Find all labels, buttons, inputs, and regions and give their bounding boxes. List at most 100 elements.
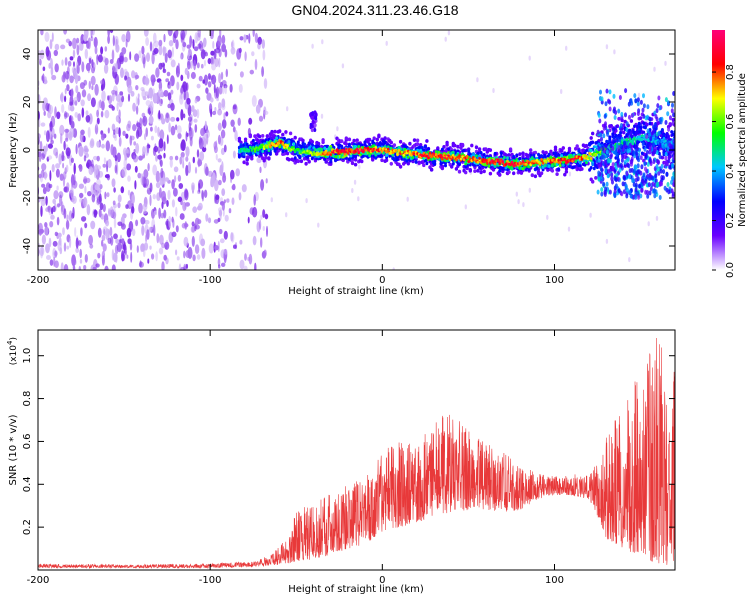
noise-speck <box>71 195 77 204</box>
noise-speck <box>168 40 174 47</box>
noise-speck <box>197 30 201 38</box>
noise-speck <box>239 239 243 245</box>
noise-speck <box>38 151 42 158</box>
ridge-cell <box>253 134 257 139</box>
ridge-cell <box>248 134 252 139</box>
noise-speck <box>148 87 154 99</box>
ridge-cell <box>599 89 602 95</box>
noise-speck <box>97 252 101 259</box>
noise-speck <box>161 201 164 209</box>
noise-speck <box>196 108 200 119</box>
noise-speck <box>263 249 267 257</box>
noise-speck <box>138 202 143 214</box>
noise-speck <box>194 98 198 104</box>
noise-speck <box>59 124 65 136</box>
ridge-cell <box>612 136 616 142</box>
noise-speck <box>107 158 112 169</box>
noise-speck <box>142 146 146 155</box>
noise-speck <box>85 62 91 72</box>
ridge-cell <box>538 161 542 165</box>
noise-speck <box>98 193 102 203</box>
noise-speck <box>53 49 58 57</box>
noise-speck <box>108 208 111 217</box>
ridge-cell <box>357 145 361 149</box>
ridge-cell <box>625 137 629 141</box>
ridge-cell <box>669 144 673 149</box>
noise-speck <box>68 210 73 222</box>
ridge-cell <box>563 158 567 162</box>
noise-speck <box>134 74 140 79</box>
ridge-cell <box>310 156 314 161</box>
noise-speck <box>100 46 104 55</box>
noise-speck <box>58 191 64 199</box>
noise-speck <box>182 41 187 48</box>
ridge-cell <box>487 158 491 161</box>
ridge-cell <box>344 142 348 146</box>
noise-speck <box>200 238 206 247</box>
noise-speck <box>74 100 78 106</box>
ridge-cell <box>538 165 542 169</box>
noise-speck <box>62 176 66 187</box>
noise-speck <box>249 69 254 75</box>
noise-speck <box>180 30 186 40</box>
ridge-cell <box>644 142 647 146</box>
noise-speck <box>119 91 124 96</box>
noise-speck <box>45 102 50 112</box>
ridge-cell <box>621 154 624 160</box>
ridge-cell <box>661 175 665 181</box>
ridge-cell <box>512 171 516 176</box>
noise-speck <box>78 164 83 172</box>
ridge-cell <box>484 147 488 152</box>
noise-speck <box>101 239 104 247</box>
noise-speck <box>152 93 158 104</box>
noise-speck <box>34 79 37 87</box>
noise-speck <box>183 250 186 259</box>
ridge-cell <box>619 143 623 149</box>
ridge-cell <box>614 125 618 131</box>
noise-speck <box>76 64 80 74</box>
noise-speck <box>113 129 116 136</box>
noise-speck <box>94 45 98 55</box>
noise-speck <box>230 169 235 180</box>
noise-speck <box>141 53 146 65</box>
noise-speck <box>183 113 186 119</box>
noise-speck <box>159 159 163 167</box>
noise-speck <box>171 231 177 238</box>
ridge-cell <box>423 144 427 149</box>
ridge-cell <box>396 157 399 162</box>
noise-speck <box>232 150 236 159</box>
noise-speck <box>154 125 158 134</box>
noise-speck <box>258 115 264 122</box>
ridge-cell <box>447 154 450 158</box>
ridge-cell <box>498 172 502 177</box>
ridge-cell <box>657 170 661 176</box>
noise-speck <box>38 196 41 203</box>
ridge-cell <box>444 163 447 168</box>
ridge-cell <box>352 138 356 143</box>
noise-speck <box>104 174 110 179</box>
ridge-cell <box>646 193 650 199</box>
noise-speck <box>104 57 109 66</box>
noise-speck <box>165 78 170 83</box>
noise-speck <box>67 60 72 67</box>
noise-speck <box>116 152 121 163</box>
noise-speck <box>218 73 222 84</box>
noise-speck <box>184 223 189 228</box>
ridge-cell <box>672 171 675 177</box>
noise-speck <box>203 37 207 48</box>
ridge-cell <box>275 136 278 140</box>
noise-speck <box>166 134 169 145</box>
ridge-cell <box>656 181 659 187</box>
ridge-cell <box>354 145 357 149</box>
noise-speck <box>124 249 127 256</box>
ridge-cell <box>434 152 438 156</box>
ridge-cell <box>525 153 530 158</box>
ridge-cell <box>633 124 636 129</box>
ridge-cell <box>465 154 469 158</box>
ridge-cell <box>251 138 255 143</box>
noise-speck <box>166 71 171 77</box>
noise-speck <box>45 207 50 212</box>
noise-speck <box>207 217 212 224</box>
noise-speck <box>153 32 157 44</box>
noise-speck <box>647 221 650 227</box>
